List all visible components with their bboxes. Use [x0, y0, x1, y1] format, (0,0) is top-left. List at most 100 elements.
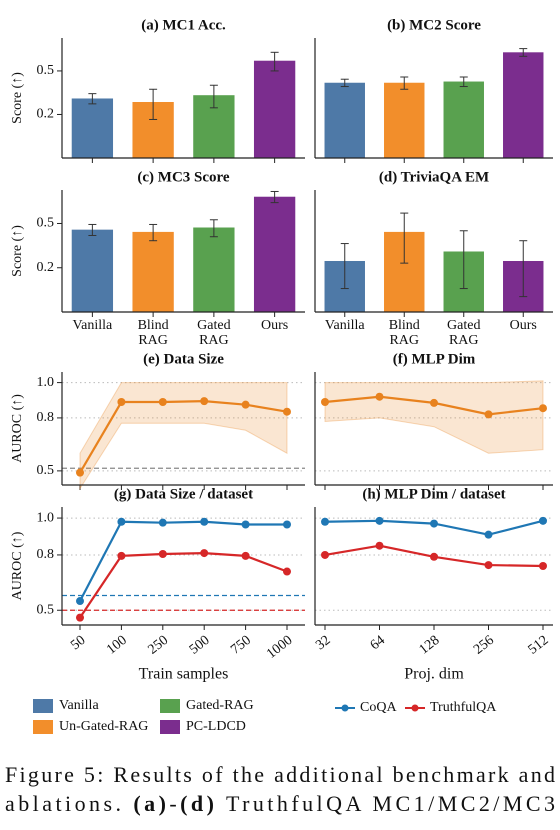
panel-title: (d) TriviaQA EM — [379, 169, 489, 185]
caption-text: ablations. — [5, 791, 130, 816]
panel-title: (b) MC2 Score — [387, 17, 481, 33]
point — [241, 520, 250, 529]
legend-swatch — [33, 720, 53, 734]
panel-title: (c) MC3 Score — [137, 169, 230, 185]
x-tick-label: Ours — [261, 318, 288, 333]
legend-marker — [411, 704, 419, 712]
bar — [443, 81, 484, 158]
bar — [253, 196, 296, 312]
caption-text: Figure 5: Results of the additional benc… — [5, 762, 555, 787]
x-tick-label-line: Blind — [138, 318, 169, 333]
x-tick-label: 256 — [471, 633, 497, 658]
point — [539, 404, 547, 413]
bar — [193, 227, 235, 312]
point — [76, 597, 84, 606]
caption-text: (a) — [133, 791, 166, 816]
point — [241, 400, 250, 409]
point — [283, 407, 291, 416]
point — [241, 551, 250, 560]
y-axis-label: Score (↑) — [10, 72, 25, 124]
y-tick-label: 0.5 — [37, 63, 55, 78]
x-tick-label: Vanilla — [325, 318, 365, 333]
y-tick-label: 1.0 — [37, 375, 55, 390]
x-tick-label: 500 — [187, 633, 213, 658]
bar — [253, 60, 296, 159]
x-tick-label-line: Gated — [447, 318, 480, 333]
legend-marker — [341, 704, 349, 712]
legend-label: Un-Gated-RAG — [59, 719, 148, 734]
y-tick-label: 1.0 — [37, 510, 55, 525]
point — [484, 410, 493, 419]
point — [484, 561, 493, 570]
x-tick-label-line: Ours — [510, 318, 537, 333]
line — [79, 400, 288, 474]
point — [321, 517, 329, 526]
x-tick-label: 50 — [68, 633, 88, 653]
x-tick-label: Gated RAG — [197, 318, 230, 348]
y-tick-label: 0.2 — [37, 260, 55, 275]
line — [79, 551, 288, 619]
point — [283, 567, 291, 576]
y-axis-label: AUROC (↑) — [10, 394, 25, 463]
bar — [132, 231, 174, 312]
x-tick-label: Ours — [510, 318, 537, 333]
panel-title: (a) MC1 Acc. — [141, 17, 226, 33]
x-tick-label: 1000 — [264, 633, 295, 662]
x-tick-label: Blind RAG — [138, 318, 169, 348]
point — [200, 517, 209, 526]
y-tick-label: 0.8 — [37, 547, 55, 562]
y-axis-label: Score (↑) — [10, 225, 25, 277]
x-tick-label: 750 — [228, 633, 254, 658]
point — [321, 398, 329, 407]
x-tick-label-line: RAG — [199, 333, 229, 348]
legend-swatch — [160, 720, 180, 734]
x-tick-label-line: Vanilla — [73, 318, 113, 333]
point — [200, 397, 209, 406]
x-tick-label: Gated RAG — [447, 318, 480, 348]
x-tick-label: 32 — [313, 633, 333, 653]
legend-swatch — [33, 699, 53, 713]
x-tick-label: 512 — [526, 633, 552, 658]
point — [321, 550, 329, 559]
point — [158, 398, 167, 407]
point — [539, 562, 547, 570]
caption-line: Figure 5: Results of the additional benc… — [5, 762, 555, 787]
bar — [71, 98, 114, 158]
y-tick-label: 0.5 — [37, 463, 55, 478]
point — [76, 613, 84, 622]
x-axis-label: Proj. dim — [404, 666, 464, 683]
caption-text: TruthfulQA MC1/MC2/MC3 — [217, 791, 555, 816]
x-tick-label-line: RAG — [389, 333, 419, 348]
bar — [71, 229, 114, 312]
point — [117, 398, 126, 407]
point — [539, 516, 547, 525]
legend-label: PC-LDCD — [186, 719, 246, 734]
point — [430, 552, 438, 561]
legend-label: CoQA — [360, 700, 397, 715]
x-tick-label: Vanilla — [73, 318, 113, 333]
point — [76, 468, 84, 477]
legend-label: Vanilla — [59, 698, 99, 713]
y-tick-label: 0.2 — [37, 107, 55, 122]
x-tick-label: 250 — [145, 633, 171, 658]
point — [200, 549, 209, 558]
legend-label: TruthfulQA — [430, 700, 497, 715]
x-tick-label-line: Gated — [197, 318, 230, 333]
x-tick-label: 100 — [104, 633, 130, 658]
point — [283, 520, 291, 529]
panel-title: (h) MLP Dim / dataset — [362, 486, 505, 502]
legend-label: Gated-RAG — [186, 698, 254, 713]
bar — [324, 82, 365, 158]
confidence-band — [79, 382, 288, 491]
point — [117, 517, 126, 526]
bar — [384, 82, 425, 158]
point — [158, 550, 167, 559]
panel-title: (e) Data Size — [143, 351, 224, 367]
caption-text: - — [169, 791, 176, 816]
point — [430, 519, 438, 528]
x-tick-label: 128 — [417, 633, 443, 658]
point — [158, 518, 167, 527]
point — [430, 398, 438, 407]
x-tick-label: 64 — [368, 633, 388, 653]
